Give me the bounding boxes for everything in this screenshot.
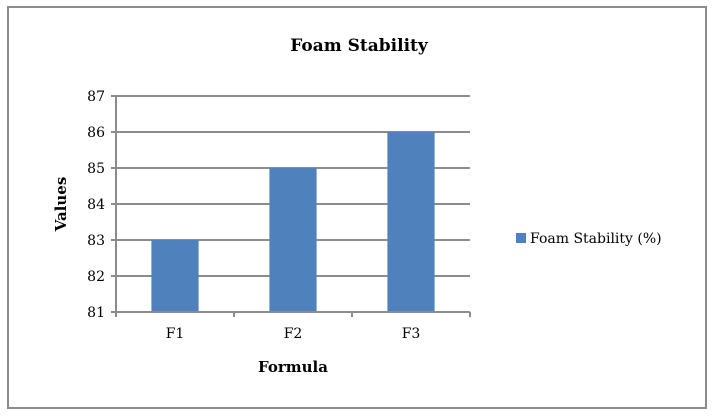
y-tick-label: 86: [87, 125, 105, 141]
chart-frame: [7, 6, 707, 409]
chart-title: Foam Stability: [290, 36, 429, 56]
y-tick-label: 84: [87, 197, 105, 213]
y-tick-label: 85: [87, 161, 105, 177]
y-tick-labels: 81 82 83 84 85 86 87: [87, 89, 105, 321]
bar-f3: [387, 132, 435, 312]
x-axis-label: Formula: [258, 358, 328, 376]
y-tick-label: 82: [87, 269, 105, 285]
x-tick-label: F3: [402, 326, 421, 342]
bar-f2: [269, 168, 317, 312]
y-axis-label: Values: [52, 177, 70, 233]
legend-swatch: [516, 233, 526, 243]
x-tick-label: F1: [166, 326, 185, 342]
bar-f1: [151, 240, 199, 312]
axes: [111, 95, 471, 317]
x-tick-label: F2: [284, 326, 303, 342]
y-tick-label: 81: [87, 305, 105, 321]
bars: [151, 132, 435, 312]
y-tick-label: 83: [87, 233, 105, 249]
y-tick-label: 87: [87, 89, 105, 105]
legend: Foam Stability (%): [516, 231, 662, 247]
x-tick-labels: F1 F2 F3: [166, 326, 421, 342]
legend-label: Foam Stability (%): [530, 231, 662, 247]
